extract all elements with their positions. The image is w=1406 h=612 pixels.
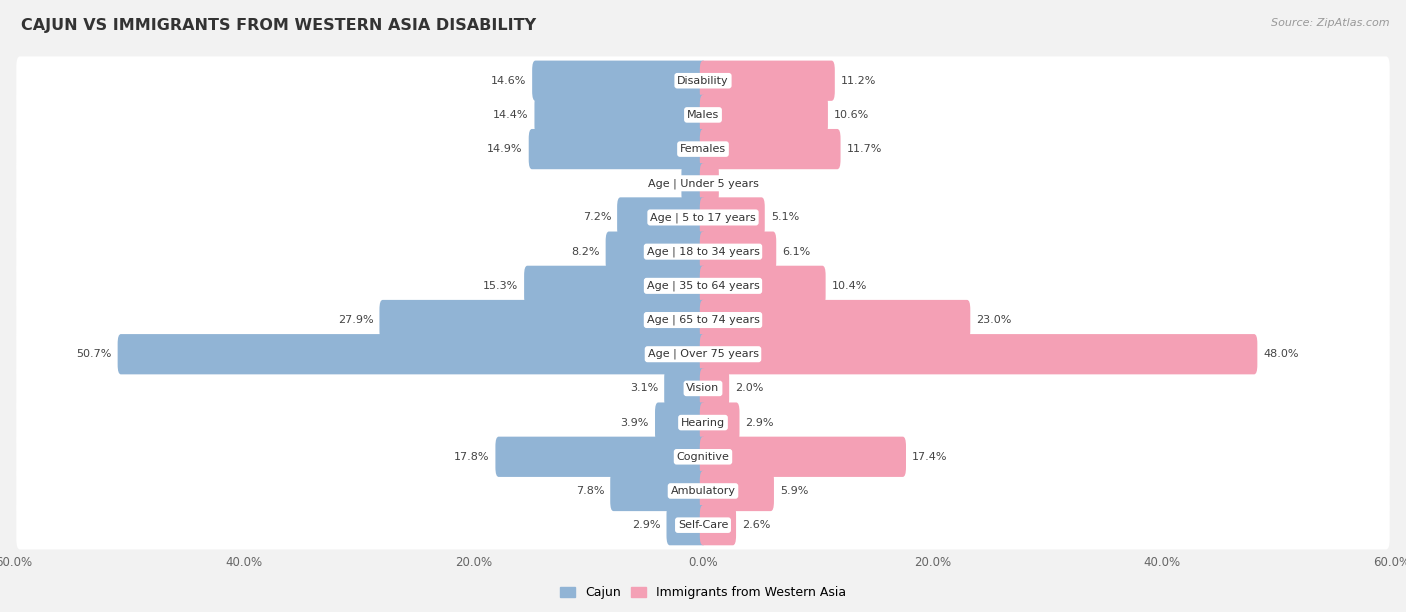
- FancyBboxPatch shape: [17, 467, 1389, 515]
- FancyBboxPatch shape: [700, 368, 730, 409]
- Text: Age | 18 to 34 years: Age | 18 to 34 years: [647, 247, 759, 257]
- FancyBboxPatch shape: [700, 334, 1257, 375]
- FancyBboxPatch shape: [664, 368, 706, 409]
- FancyBboxPatch shape: [700, 197, 765, 237]
- FancyBboxPatch shape: [606, 231, 706, 272]
- FancyBboxPatch shape: [700, 95, 828, 135]
- FancyBboxPatch shape: [17, 501, 1389, 550]
- Text: Hearing: Hearing: [681, 417, 725, 428]
- Text: 50.7%: 50.7%: [76, 349, 111, 359]
- FancyBboxPatch shape: [700, 129, 841, 170]
- Text: 17.8%: 17.8%: [454, 452, 489, 462]
- Text: 2.9%: 2.9%: [745, 417, 773, 428]
- Text: 15.3%: 15.3%: [482, 281, 519, 291]
- FancyBboxPatch shape: [655, 403, 706, 442]
- FancyBboxPatch shape: [700, 300, 970, 340]
- Text: 8.2%: 8.2%: [571, 247, 599, 256]
- FancyBboxPatch shape: [666, 505, 706, 545]
- FancyBboxPatch shape: [17, 91, 1389, 139]
- FancyBboxPatch shape: [700, 471, 773, 511]
- Text: 27.9%: 27.9%: [337, 315, 374, 325]
- FancyBboxPatch shape: [17, 193, 1389, 242]
- Text: 2.6%: 2.6%: [742, 520, 770, 530]
- Text: 11.2%: 11.2%: [841, 76, 876, 86]
- Text: Age | 35 to 64 years: Age | 35 to 64 years: [647, 280, 759, 291]
- FancyBboxPatch shape: [529, 129, 706, 170]
- FancyBboxPatch shape: [17, 261, 1389, 310]
- FancyBboxPatch shape: [17, 56, 1389, 105]
- FancyBboxPatch shape: [531, 61, 706, 101]
- Text: 3.1%: 3.1%: [630, 383, 658, 394]
- FancyBboxPatch shape: [610, 471, 706, 511]
- Text: 14.9%: 14.9%: [488, 144, 523, 154]
- FancyBboxPatch shape: [700, 505, 737, 545]
- Text: Age | Over 75 years: Age | Over 75 years: [648, 349, 758, 359]
- FancyBboxPatch shape: [17, 125, 1389, 173]
- FancyBboxPatch shape: [524, 266, 706, 306]
- Text: 11.7%: 11.7%: [846, 144, 882, 154]
- FancyBboxPatch shape: [617, 197, 706, 237]
- Legend: Cajun, Immigrants from Western Asia: Cajun, Immigrants from Western Asia: [555, 581, 851, 604]
- Text: 1.1%: 1.1%: [725, 178, 754, 188]
- Text: 23.0%: 23.0%: [976, 315, 1012, 325]
- Text: 14.6%: 14.6%: [491, 76, 526, 86]
- Text: Age | 65 to 74 years: Age | 65 to 74 years: [647, 315, 759, 326]
- Text: 7.8%: 7.8%: [575, 486, 605, 496]
- Text: Ambulatory: Ambulatory: [671, 486, 735, 496]
- FancyBboxPatch shape: [700, 231, 776, 272]
- Text: 10.4%: 10.4%: [831, 281, 868, 291]
- FancyBboxPatch shape: [17, 228, 1389, 276]
- Text: Age | 5 to 17 years: Age | 5 to 17 years: [650, 212, 756, 223]
- Text: 2.0%: 2.0%: [735, 383, 763, 394]
- FancyBboxPatch shape: [17, 330, 1389, 378]
- FancyBboxPatch shape: [17, 159, 1389, 207]
- Text: Source: ZipAtlas.com: Source: ZipAtlas.com: [1271, 18, 1389, 28]
- FancyBboxPatch shape: [700, 61, 835, 101]
- Text: 14.4%: 14.4%: [494, 110, 529, 120]
- Text: 1.6%: 1.6%: [647, 178, 675, 188]
- Text: 6.1%: 6.1%: [782, 247, 810, 256]
- Text: CAJUN VS IMMIGRANTS FROM WESTERN ASIA DISABILITY: CAJUN VS IMMIGRANTS FROM WESTERN ASIA DI…: [21, 18, 536, 34]
- FancyBboxPatch shape: [17, 398, 1389, 447]
- FancyBboxPatch shape: [17, 433, 1389, 481]
- FancyBboxPatch shape: [495, 436, 706, 477]
- FancyBboxPatch shape: [118, 334, 706, 375]
- Text: 7.2%: 7.2%: [582, 212, 612, 223]
- FancyBboxPatch shape: [17, 296, 1389, 345]
- FancyBboxPatch shape: [534, 95, 706, 135]
- Text: Disability: Disability: [678, 76, 728, 86]
- FancyBboxPatch shape: [700, 403, 740, 442]
- Text: Males: Males: [688, 110, 718, 120]
- Text: Females: Females: [681, 144, 725, 154]
- Text: 2.9%: 2.9%: [633, 520, 661, 530]
- Text: 17.4%: 17.4%: [912, 452, 948, 462]
- FancyBboxPatch shape: [700, 163, 718, 203]
- Text: Cognitive: Cognitive: [676, 452, 730, 462]
- Text: 5.1%: 5.1%: [770, 212, 799, 223]
- FancyBboxPatch shape: [380, 300, 706, 340]
- Text: 10.6%: 10.6%: [834, 110, 869, 120]
- Text: Self-Care: Self-Care: [678, 520, 728, 530]
- FancyBboxPatch shape: [682, 163, 706, 203]
- Text: 3.9%: 3.9%: [620, 417, 650, 428]
- Text: 48.0%: 48.0%: [1264, 349, 1299, 359]
- FancyBboxPatch shape: [700, 266, 825, 306]
- Text: Age | Under 5 years: Age | Under 5 years: [648, 178, 758, 188]
- FancyBboxPatch shape: [700, 436, 905, 477]
- FancyBboxPatch shape: [17, 364, 1389, 412]
- Text: 5.9%: 5.9%: [780, 486, 808, 496]
- Text: Vision: Vision: [686, 383, 720, 394]
